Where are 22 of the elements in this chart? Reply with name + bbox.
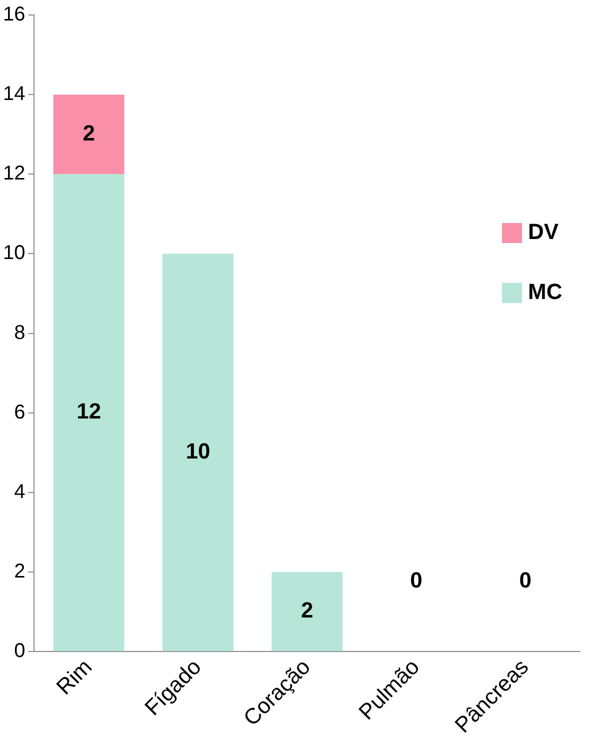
legend-label: MC [528, 279, 562, 304]
data-label: 2 [82, 120, 95, 146]
y-tick-label: 2 [14, 560, 26, 583]
y-tick-label: 12 [2, 162, 26, 185]
y-tick-label: 4 [14, 480, 26, 503]
bar [53, 174, 124, 652]
y-tick-label: 14 [2, 83, 26, 106]
data-label: 0 [519, 568, 532, 593]
y-tick-label: 6 [14, 401, 26, 424]
data-label: 10 [186, 438, 210, 464]
y-tick-label: 16 [2, 4, 26, 26]
bar [53, 94, 124, 174]
y-tick-label: 10 [2, 242, 26, 264]
data-label: 2 [301, 598, 314, 623]
x-tick-label: Rim [51, 654, 97, 700]
data-label: 0 [410, 568, 422, 593]
bar [162, 254, 234, 652]
y-tick-label: 8 [14, 322, 26, 344]
legend-label: DV [528, 219, 559, 244]
bar [272, 572, 343, 652]
data-label: 12 [76, 398, 102, 424]
y-tick-label: 0 [14, 640, 26, 662]
